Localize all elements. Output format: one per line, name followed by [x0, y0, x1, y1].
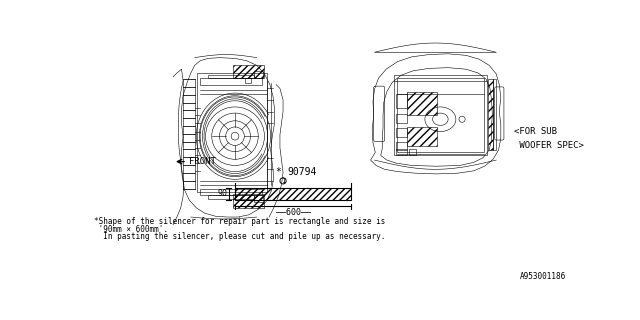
Bar: [234, 194, 264, 208]
Text: *: *: [276, 167, 282, 177]
Text: FRONT: FRONT: [189, 157, 216, 166]
Bar: [235, 188, 351, 200]
Text: 1: 1: [281, 178, 285, 184]
Text: 90: 90: [217, 189, 227, 198]
Bar: [396, 142, 407, 150]
Text: *Shape of the silencer for repair part is rectangle and size is: *Shape of the silencer for repair part i…: [94, 217, 385, 226]
Bar: [396, 94, 407, 108]
Bar: [200, 78, 262, 84]
Bar: [253, 195, 263, 203]
Bar: [394, 75, 487, 156]
Text: <FOR SUB
 WOOFER SPEC>: <FOR SUB WOOFER SPEC>: [514, 127, 584, 149]
Bar: [397, 78, 484, 152]
Bar: [407, 92, 436, 116]
Bar: [488, 79, 493, 150]
Bar: [197, 73, 267, 192]
Bar: [396, 148, 407, 155]
Bar: [208, 75, 254, 78]
Text: '90mm × 600mm'.: '90mm × 600mm'.: [94, 225, 168, 234]
Bar: [208, 195, 254, 198]
Bar: [396, 114, 407, 123]
Text: 90794: 90794: [287, 167, 316, 177]
Text: A953001186: A953001186: [520, 272, 566, 281]
Text: In pasting the silencer, please cut and pile up as necessary.: In pasting the silencer, please cut and …: [94, 232, 385, 241]
Bar: [200, 188, 262, 195]
Bar: [245, 78, 252, 83]
Bar: [493, 79, 496, 150]
Text: ——600——: ——600——: [276, 208, 310, 217]
Bar: [408, 148, 417, 155]
Bar: [253, 71, 263, 78]
Bar: [234, 65, 264, 78]
Bar: [407, 127, 436, 146]
Bar: [396, 128, 407, 137]
